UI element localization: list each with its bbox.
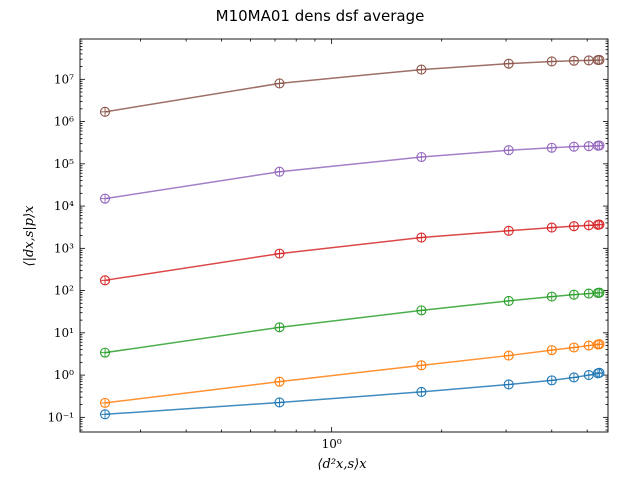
chart-title: M10MA01 dens dsf average xyxy=(216,7,425,25)
y-tick-label: 10⁵ xyxy=(54,157,74,171)
series-layer xyxy=(99,54,605,420)
series-line xyxy=(104,343,600,404)
series-line xyxy=(104,144,600,200)
x-tick-label: 10⁰ xyxy=(322,437,342,451)
y-tick-label: 10⁶ xyxy=(54,115,74,129)
series-p3 xyxy=(99,287,605,358)
series-line xyxy=(104,223,600,282)
series-p4 xyxy=(99,219,605,286)
y-tick-label: 10⁴ xyxy=(54,199,74,213)
y-tick-label: 10⁻¹ xyxy=(48,410,74,424)
y-tick-label: 10³ xyxy=(54,241,74,255)
y-axis-label: ⟨|dx,s|p⟩x xyxy=(22,205,37,267)
series-p2 xyxy=(99,339,605,408)
series-line xyxy=(104,291,600,354)
series-p6 xyxy=(99,54,605,117)
axis-ticks: 10⁻¹ 10⁰ 10¹ 10² 10³ 10⁴ 10⁵ 10⁶ 10⁷ 10⁰ xyxy=(48,38,608,451)
plot-frame xyxy=(79,38,609,433)
y-tick-label: 10¹ xyxy=(54,326,74,340)
series-p5 xyxy=(99,140,605,204)
y-tick-label: 10⁷ xyxy=(54,72,74,86)
y-tick-label: 10⁰ xyxy=(54,368,74,382)
y-tick-label: 10² xyxy=(54,284,74,298)
x-axis-label: ⟨d²x,s⟩x xyxy=(317,457,367,472)
series-p1 xyxy=(99,367,605,420)
series-line xyxy=(104,59,600,113)
